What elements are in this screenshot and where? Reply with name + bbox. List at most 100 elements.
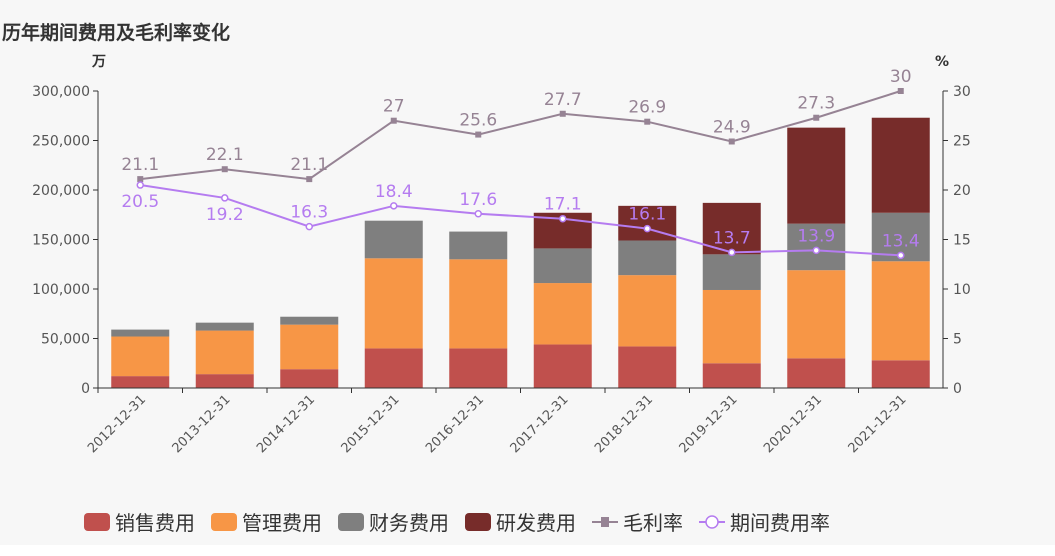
data-label-期间费用率: 13.7	[713, 228, 751, 248]
right-tick-label: 25	[953, 134, 971, 150]
legend-swatch-销售费用	[84, 513, 110, 531]
data-label-毛利率: 26.9	[628, 98, 666, 118]
point-毛利率	[306, 176, 313, 183]
x-tick-label: 2017-12-31	[508, 392, 572, 456]
point-期间费用率	[305, 222, 313, 231]
bar-销售费用	[364, 348, 423, 388]
bar-销售费用	[618, 346, 677, 388]
bar-研发费用	[702, 202, 761, 255]
left-tick-label: 300,000	[32, 84, 90, 100]
right-tick-label: 5	[953, 332, 962, 348]
x-tick-label: 2014-12-31	[254, 392, 318, 456]
point-期间费用率	[643, 224, 651, 233]
data-label-期间费用率: 13.9	[797, 226, 835, 246]
right-tick-label: 10	[953, 282, 971, 298]
point-期间费用率	[474, 210, 482, 218]
bar-管理费用	[195, 330, 254, 375]
bar-管理费用	[280, 324, 339, 370]
data-label-毛利率: 22.1	[206, 145, 244, 165]
point-毛利率	[137, 176, 144, 183]
legend-marker	[705, 515, 719, 529]
left-tick-label: 50,000	[41, 332, 90, 348]
chart-title: 历年期间费用及毛利率变化	[2, 22, 231, 44]
line-期间费用率	[140, 184, 901, 257]
bar-财务费用	[195, 322, 254, 331]
legend-swatch-管理费用	[211, 513, 237, 531]
line-毛利率	[140, 90, 902, 181]
bar-管理费用	[787, 270, 846, 359]
point-期间费用率	[897, 251, 905, 260]
bar-管理费用	[533, 283, 592, 345]
legend-swatch-财务费用	[338, 513, 364, 531]
legend-label: 毛利率	[623, 511, 683, 535]
data-label-毛利率: 27.3	[797, 94, 835, 114]
point-期间费用率	[136, 181, 144, 189]
bar-销售费用	[111, 376, 170, 388]
data-label-期间费用率: 17.6	[459, 190, 497, 210]
legend-label: 财务费用	[369, 511, 449, 535]
data-label-期间费用率: 16.1	[628, 205, 666, 225]
right-tick-label: 20	[953, 183, 971, 199]
bar-销售费用	[280, 369, 339, 388]
point-毛利率	[644, 118, 651, 125]
left-tick-label: 150,000	[32, 233, 90, 249]
right-tick-label: 0	[953, 381, 962, 397]
legend-label: 销售费用	[115, 511, 195, 535]
bar-财务费用	[533, 248, 592, 284]
legend-marker	[601, 517, 609, 527]
data-label-期间费用率: 19.2	[206, 205, 244, 225]
legend-label: 管理费用	[242, 511, 322, 535]
x-tick-label: 2018-12-31	[592, 392, 656, 456]
bar-财务费用	[280, 316, 339, 325]
left-axis-unit: 万	[91, 54, 106, 70]
right-tick-label: 30	[953, 84, 971, 100]
x-tick-label: 2015-12-31	[339, 392, 403, 456]
bar-研发费用	[787, 127, 846, 224]
data-label-期间费用率: 20.5	[121, 192, 159, 212]
bar-管理费用	[111, 336, 170, 377]
left-tick-label: 0	[81, 381, 90, 397]
point-毛利率	[390, 117, 397, 124]
data-label-期间费用率: 16.3	[290, 203, 328, 223]
x-tick-label: 2016-12-31	[423, 392, 487, 456]
point-期间费用率	[559, 214, 567, 223]
x-tick-label: 2020-12-31	[761, 392, 825, 456]
data-label-毛利率: 30	[890, 67, 912, 87]
point-毛利率	[559, 110, 566, 117]
bar-管理费用	[618, 275, 677, 347]
left-tick-label: 200,000	[32, 183, 90, 199]
right-tick-label: 15	[953, 233, 971, 249]
bar-销售费用	[533, 344, 592, 388]
data-label-毛利率: 27	[383, 97, 405, 117]
bar-财务费用	[449, 231, 508, 260]
bar-财务费用	[702, 254, 761, 290]
data-label-毛利率: 27.7	[544, 90, 582, 110]
x-tick-label: 2019-12-31	[677, 392, 741, 456]
point-毛利率	[221, 166, 228, 173]
bar-管理费用	[449, 259, 508, 349]
bar-研发费用	[871, 117, 930, 213]
legend-label: 期间费用率	[730, 511, 830, 535]
point-毛利率	[813, 114, 820, 121]
legend-swatch-研发费用	[465, 513, 491, 531]
bar-销售费用	[449, 348, 508, 388]
bar-财务费用	[364, 220, 423, 259]
bar-财务费用	[618, 240, 677, 276]
bar-管理费用	[871, 261, 930, 361]
point-毛利率	[475, 131, 482, 138]
left-tick-label: 250,000	[32, 134, 90, 150]
data-label-毛利率: 21.1	[290, 155, 328, 175]
bar-销售费用	[702, 363, 761, 388]
x-tick-label: 2021-12-31	[846, 392, 910, 456]
bar-财务费用	[111, 329, 170, 337]
bar-销售费用	[787, 358, 846, 388]
left-tick-label: 100,000	[32, 282, 90, 298]
data-label-期间费用率: 13.4	[882, 231, 920, 251]
data-label-毛利率: 25.6	[459, 111, 497, 131]
data-label-期间费用率: 17.1	[544, 195, 582, 215]
point-期间费用率	[812, 246, 820, 255]
bar-管理费用	[364, 258, 423, 349]
legend-label: 研发费用	[496, 511, 576, 535]
